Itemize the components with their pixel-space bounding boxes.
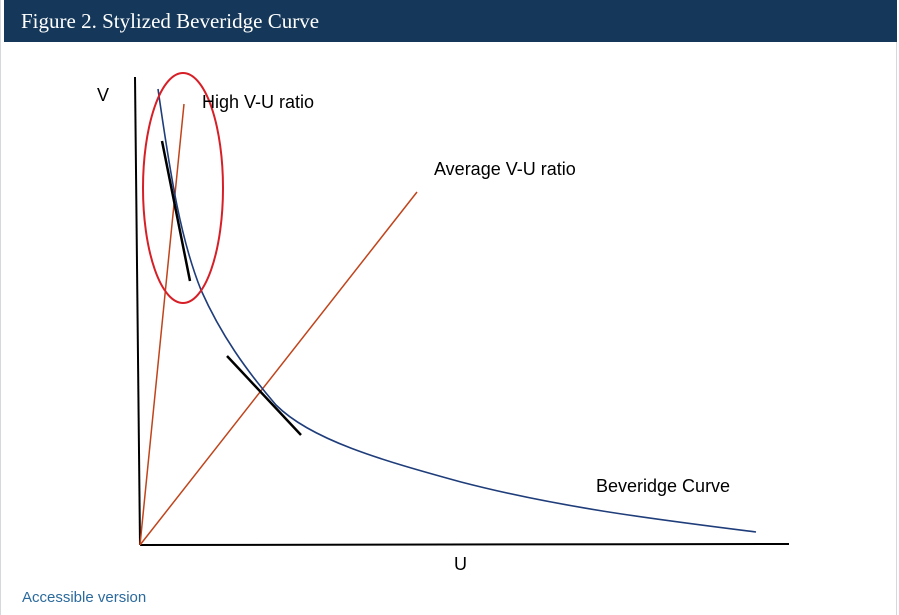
average-ratio-label: Average V-U ratio [434, 159, 576, 179]
figure-title: Figure 2. Stylized Beveridge Curve [4, 0, 897, 42]
average-ratio-line [139, 191, 418, 546]
tangent-high [160, 140, 192, 282]
curve-label: Beveridge Curve [596, 476, 730, 496]
tangent-average [226, 355, 302, 436]
accessible-version-link[interactable]: Accessible version [22, 589, 147, 606]
beveridge-curve [157, 88, 757, 533]
high-ratio-label: High V-U ratio [202, 92, 314, 112]
y-axis-label: V [97, 85, 109, 105]
y-axis [134, 76, 141, 546]
x-axis [139, 543, 790, 546]
high-ratio-line [139, 103, 185, 546]
x-axis-label: U [454, 554, 467, 574]
highlight-ellipse [142, 72, 224, 304]
